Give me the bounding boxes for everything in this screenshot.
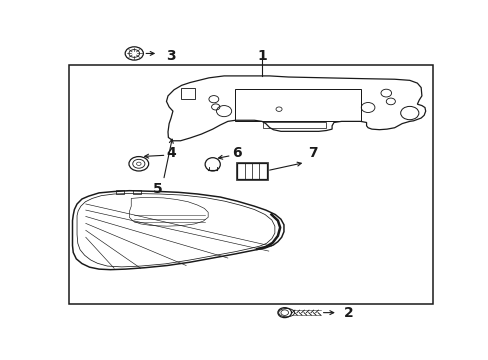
Bar: [235, 90, 360, 121]
Bar: [181, 87, 195, 99]
Bar: [116, 190, 124, 194]
Bar: [133, 190, 141, 194]
Circle shape: [277, 308, 291, 318]
Text: 7: 7: [308, 146, 317, 160]
Text: 2: 2: [344, 306, 353, 320]
Bar: [235, 162, 268, 180]
Text: 3: 3: [166, 49, 176, 63]
Text: 4: 4: [166, 146, 176, 160]
Text: 1: 1: [257, 49, 266, 63]
Text: 6: 6: [232, 146, 242, 160]
Bar: [263, 122, 325, 128]
Bar: [68, 66, 432, 304]
Bar: [237, 163, 266, 179]
Text: 5: 5: [153, 182, 163, 196]
